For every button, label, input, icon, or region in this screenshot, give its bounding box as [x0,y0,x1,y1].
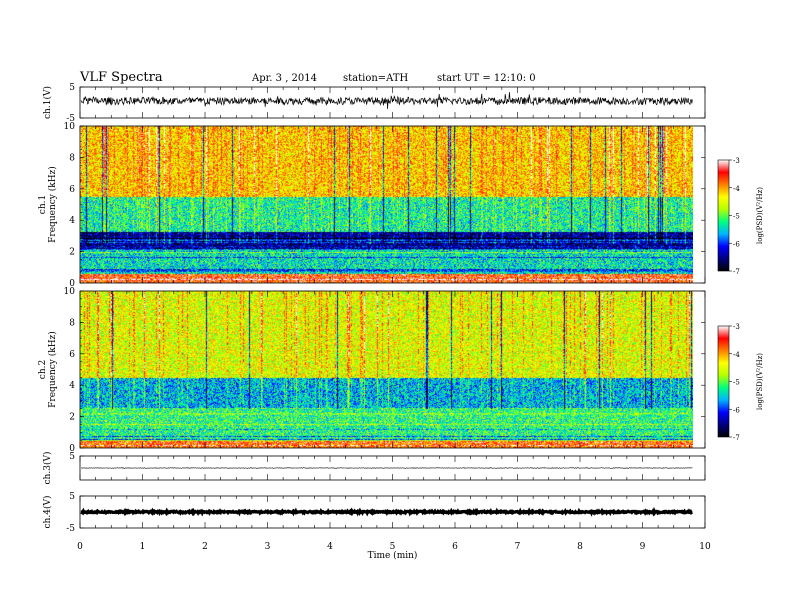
y-axis-label: Frequency (kHz) [47,166,58,243]
y-tick-label: 5 [69,492,75,502]
x-tick-label: 6 [452,542,458,552]
y-tick-label: -5 [66,114,75,124]
y-tick-label: 0 [69,279,75,289]
ch2-spectrogram-image [80,291,693,448]
x-tick-label: 2 [202,542,208,552]
ch1-trace [80,92,693,110]
x-tick-label: 0 [77,542,83,552]
station-label: station=ATH [343,73,409,84]
y-axis-label: ch.1(V) [42,86,53,119]
colorbar-1 [717,159,730,272]
colorbar-tick-label: -4 [733,185,740,193]
date-label: Apr. 3 , 2014 [252,73,318,84]
y-axis-label: Frequency (kHz) [47,331,58,408]
x-tick-label: 5 [390,542,396,552]
colorbar-2 [717,325,730,438]
x-tick-label: 4 [327,542,333,552]
x-tick-label: 10 [699,542,711,552]
ch1-spectrogram-image [80,126,693,283]
colorbar-tick-label: -4 [733,351,740,359]
y-tick-label: 10 [64,122,76,132]
x-tick-label: 7 [515,542,521,552]
colorbar-tick-label: -3 [733,157,740,165]
ch4-trace [80,506,693,517]
y-axis-label: ch.4(V) [42,496,53,529]
y-tick-label: 2 [69,248,75,258]
y-tick-label: 4 [69,381,75,391]
y-axis-label: ch.1 [38,195,48,214]
y-tick-label: 4 [69,216,75,226]
y-tick-label: 6 [69,350,75,360]
colorbar-tick-label: -6 [733,240,740,248]
x-axis-label: Time (min) [368,550,418,561]
x-tick-label: 1 [140,542,146,552]
y-tick-label: 10 [64,287,76,297]
colorbar-tick-label: -3 [733,323,740,331]
x-tick-label: 3 [265,542,271,552]
y-tick-label: 5 [69,83,75,93]
y-tick-label: 2 [69,413,75,423]
colorbar-tick-label: -5 [733,213,740,221]
y-axis-label: ch.2 [38,360,48,379]
colorbar-label: log(PSD)(V²/Hz) [756,187,764,244]
x-tick-label: 8 [577,542,583,552]
colorbar-tick-label: -7 [733,434,740,442]
y-tick-label: 8 [69,318,75,328]
colorbar-tick-label: -6 [733,406,740,414]
x-tick-label: 9 [640,542,646,552]
colorbar-tick-label: -5 [733,379,740,387]
colorbar-tick-label: -7 [733,268,740,276]
y-tick-label: 6 [69,185,75,195]
y-tick-label: -5 [66,524,75,534]
y-tick-label: 8 [69,153,75,163]
start-time-label: start UT = 12:10: 0 [437,73,536,84]
figure-title: VLF Spectra [80,70,163,85]
y-tick-label: 0 [69,444,75,454]
ch3-trace [80,467,693,469]
y-axis-label: ch.3(V) [42,452,53,485]
colorbar-label: log(PSD)(V²/Hz) [756,353,764,410]
y-tick-label: 5 [69,452,75,462]
